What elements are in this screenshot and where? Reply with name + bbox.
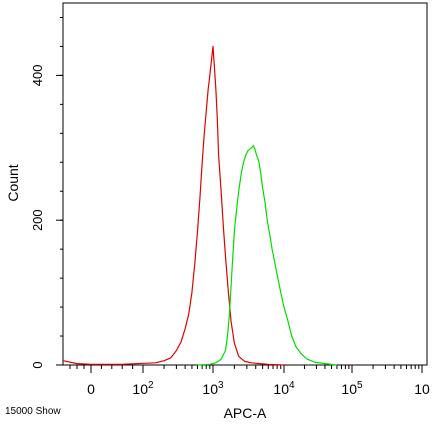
y-tick-label: 0 (30, 361, 45, 368)
y-tick-label: 400 (30, 65, 45, 87)
x-tick-label: 10 (414, 381, 430, 397)
x-axis-label: APC-A (224, 405, 267, 421)
x-tick-label: 103 (202, 380, 224, 397)
x-tick-label: 0 (87, 381, 95, 397)
histogram-series-1 (62, 45, 285, 366)
x-axis-ticks: 0 102 103 104 105 10 (69, 365, 430, 397)
plot-frame (62, 2, 428, 366)
y-tick-label: 200 (30, 209, 45, 231)
histogram-series-2 (197, 145, 337, 366)
x-tick-label: 102 (132, 380, 154, 397)
y-axis-ticks: 0 200 400 (30, 16, 63, 369)
plot-border (62, 2, 428, 366)
footer-note: 15000 Show (5, 406, 61, 417)
series-layer (62, 45, 337, 366)
y-axis-label: Count (5, 164, 21, 201)
x-tick-label: 105 (341, 380, 363, 397)
x-tick-label: 104 (273, 380, 295, 397)
